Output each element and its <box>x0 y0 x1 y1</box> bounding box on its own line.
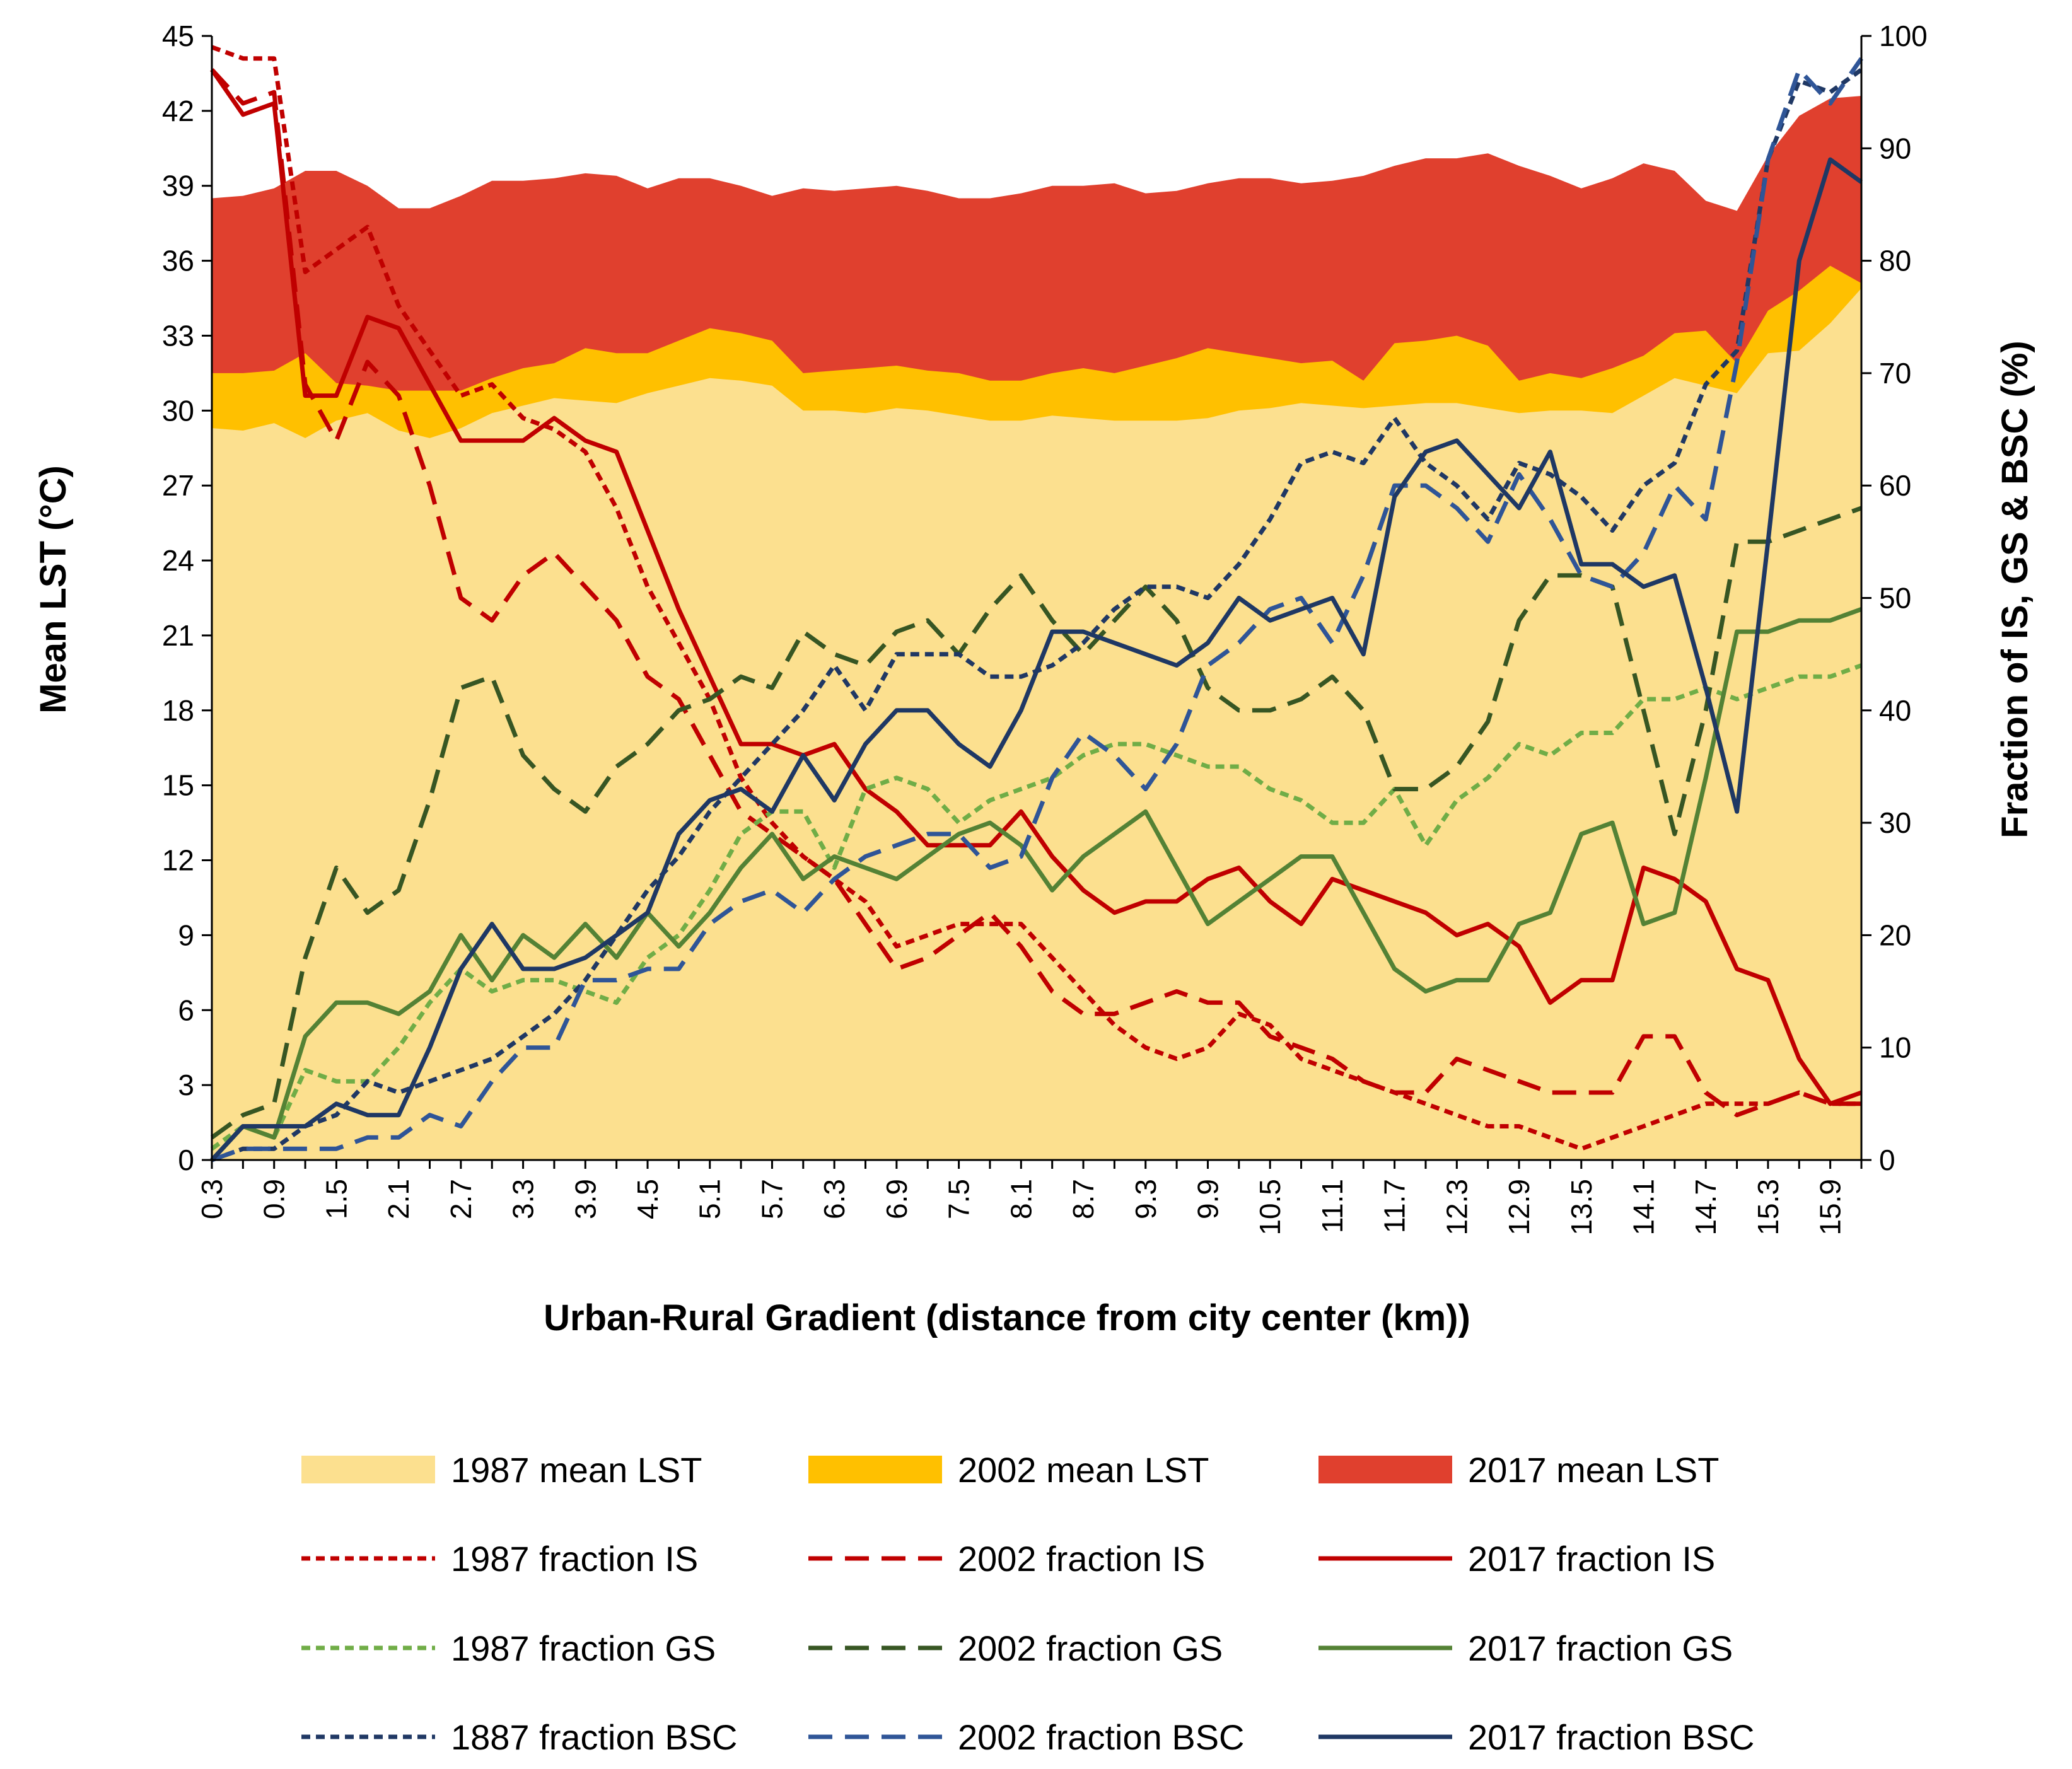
legend-label-1987-mean-lst: 1987 mean LST <box>451 1450 702 1490</box>
y-tick-left-label: 42 <box>162 95 194 127</box>
x-tick-label: 3.9 <box>569 1179 602 1219</box>
x-tick-label: 2.7 <box>445 1179 477 1219</box>
axes: 0369121518212427303336394245010203040506… <box>162 20 1928 1236</box>
y-tick-right-label: 50 <box>1879 582 1911 615</box>
y-tick-left-label: 45 <box>162 20 194 52</box>
y-tick-left-label: 0 <box>178 1144 194 1176</box>
legend-swatch-1987-mean-lst <box>301 1456 435 1483</box>
legend-swatch-2017-mean-lst <box>1318 1456 1452 1483</box>
legend: 1987 mean LST 2002 mean LST 2017 mean LST 1… <box>301 1450 1754 1757</box>
y-tick-right-label: 100 <box>1879 20 1928 52</box>
line-2002-fraction-bsc <box>211 57 1863 1163</box>
x-axis-title: Urban-Rural Gradient (distance from city… <box>544 1297 1470 1338</box>
line-1987-fraction-is <box>211 45 1861 1151</box>
y-tick-right-label: 20 <box>1879 919 1911 951</box>
x-tick-label: 4.5 <box>631 1179 664 1219</box>
legend-label-2002-fraction-bsc: 2002 fraction BSC <box>958 1717 1244 1757</box>
x-tick-label: 14.7 <box>1689 1179 1722 1236</box>
x-tick-label: 5.1 <box>694 1179 726 1219</box>
legend-label-2017-fraction-bsc: 2017 fraction BSC <box>1468 1717 1754 1757</box>
legend-label-2002-fraction-gs: 2002 fraction GS <box>958 1628 1223 1668</box>
line-2017-fraction-gs <box>210 607 1863 1162</box>
x-tick-label: 11.1 <box>1316 1179 1349 1233</box>
line-series-group <box>210 45 1863 1163</box>
x-tick-label: 8.7 <box>1067 1179 1100 1219</box>
x-tick-label: 6.3 <box>818 1179 851 1219</box>
y-tick-right-label: 40 <box>1879 694 1911 727</box>
y-tick-left-label: 3 <box>178 1069 194 1101</box>
line-2017-fraction-bsc <box>210 157 1863 1162</box>
y-tick-left-label: 6 <box>178 994 194 1026</box>
y-axis-title-left: Mean LST (°C) <box>33 465 74 714</box>
legend-label-2017-mean-lst: 2017 mean LST <box>1468 1450 1719 1490</box>
x-tick-label: 5.7 <box>755 1179 788 1219</box>
x-tick-label: 14.1 <box>1627 1179 1660 1236</box>
x-tick-label: 8.1 <box>1004 1179 1037 1219</box>
area-1987-mean-lst <box>212 288 1861 1161</box>
legend-label-2017-fraction-is: 2017 fraction IS <box>1468 1539 1715 1579</box>
y-tick-left-label: 9 <box>178 919 194 951</box>
x-tick-label: 9.9 <box>1191 1179 1224 1219</box>
legend-label-1987-fraction-gs: 1987 fraction GS <box>451 1628 716 1668</box>
x-tick-label: 7.5 <box>943 1179 975 1219</box>
y-tick-left-label: 18 <box>162 694 194 727</box>
y-tick-right-label: 80 <box>1879 245 1911 277</box>
x-tick-label: 12.9 <box>1503 1179 1535 1236</box>
legend-label-1887-fraction-bsc: 1887 fraction BSC <box>451 1717 737 1757</box>
line-2002-fraction-is <box>210 68 1861 1118</box>
x-tick-label: 6.9 <box>880 1179 913 1219</box>
x-tick-label: 12.3 <box>1440 1179 1473 1236</box>
y-tick-left-label: 36 <box>162 245 194 277</box>
y-tick-left-label: 39 <box>162 170 194 202</box>
y-tick-left-label: 15 <box>162 769 194 802</box>
x-tick-label: 13.5 <box>1565 1179 1598 1236</box>
x-tick-label: 10.5 <box>1254 1179 1286 1236</box>
legend-label-2002-mean-lst: 2002 mean LST <box>958 1450 1209 1490</box>
legend-label-2002-fraction-is: 2002 fraction IS <box>958 1539 1205 1579</box>
y-tick-right-label: 70 <box>1879 357 1911 390</box>
y-tick-right-label: 10 <box>1879 1031 1911 1064</box>
x-tick-label: 0.3 <box>195 1179 228 1219</box>
x-tick-label: 3.3 <box>507 1179 540 1219</box>
y-tick-right-label: 90 <box>1879 132 1911 165</box>
y-tick-right-label: 60 <box>1879 469 1911 502</box>
legend-swatch-2002-mean-lst <box>808 1456 942 1483</box>
x-tick-label: 15.3 <box>1752 1179 1784 1236</box>
x-tick-label: 2.1 <box>382 1179 415 1219</box>
y-tick-left-label: 33 <box>162 319 194 352</box>
x-tick-label: 0.9 <box>258 1179 291 1219</box>
y-tick-left-label: 30 <box>162 394 194 427</box>
y-tick-left-label: 21 <box>162 619 194 652</box>
legend-label-1987-fraction-is: 1987 fraction IS <box>451 1539 698 1579</box>
x-tick-label: 9.3 <box>1129 1179 1162 1219</box>
y-tick-left-label: 24 <box>162 544 194 577</box>
y-tick-left-label: 27 <box>162 469 194 502</box>
x-tick-label: 15.9 <box>1814 1179 1847 1236</box>
y-tick-left-label: 12 <box>162 844 194 877</box>
area-series-group <box>212 96 1861 1161</box>
line-2017-fraction-is <box>210 68 1863 1106</box>
x-tick-label: 1.5 <box>320 1179 352 1219</box>
x-tick-label: 11.7 <box>1378 1179 1411 1233</box>
legend-label-2017-fraction-gs: 2017 fraction GS <box>1468 1628 1733 1668</box>
y-axis-title-right: Fraction of IS, GS & BSC (%) <box>1994 340 2035 838</box>
y-tick-right-label: 30 <box>1879 806 1911 839</box>
y-tick-right-label: 0 <box>1879 1144 1895 1176</box>
